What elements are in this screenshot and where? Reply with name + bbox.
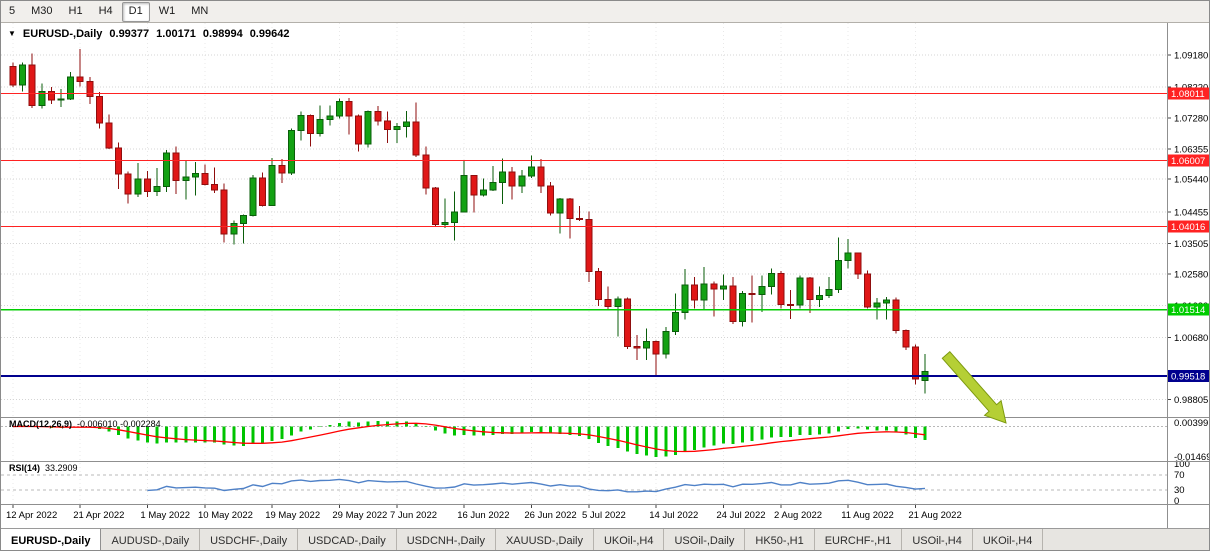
svg-text:0: 0 (1174, 496, 1179, 507)
macd-values: -0.006010 -0.002284 (77, 419, 161, 429)
svg-text:29 May 2022: 29 May 2022 (332, 510, 387, 521)
price-line-label-1.01514 (1167, 303, 1209, 316)
macd-pane: 0.00399 -0.01469 (1, 418, 1210, 463)
chart-tab-xauusd-daily[interactable]: XAUUSD-,Daily (495, 529, 594, 550)
svg-text:70: 70 (1174, 470, 1185, 481)
chart-tab-ukoil-h4[interactable]: UKOil-,H4 (593, 529, 665, 550)
svg-text:21 Aug 2022: 21 Aug 2022 (908, 510, 961, 521)
price-chart: 1.091801.082201.072801.063551.054401.044… (1, 23, 1210, 528)
chart-tab-hk50-h1[interactable]: HK50-,H1 (745, 529, 815, 550)
svg-text:-0.01469: -0.01469 (1174, 452, 1210, 463)
chart-tab-eurusd-daily[interactable]: EURUSD-,Daily (1, 529, 102, 550)
candlestick-series (9, 48, 929, 394)
svg-text:24 Jul 2022: 24 Jul 2022 (716, 510, 765, 521)
svg-text:10 May 2022: 10 May 2022 (198, 510, 253, 521)
svg-text:1.04016: 1.04016 (1171, 222, 1205, 233)
svg-text:5 Jul 2022: 5 Jul 2022 (582, 510, 626, 521)
svg-text:1.09180: 1.09180 (1174, 50, 1208, 61)
rsi-value: 33.2909 (45, 463, 78, 473)
chart-tab-audusd-daily[interactable]: AUDUSD-,Daily (101, 529, 201, 550)
svg-text:12 Apr 2022: 12 Apr 2022 (6, 510, 57, 521)
timeframe-toolbar: 5 M30 H1 H4 D1 W1 MN (1, 1, 1209, 23)
rsi-line (147, 478, 926, 493)
svg-text:26 Jun 2022: 26 Jun 2022 (524, 510, 576, 521)
timeframe-button-h1[interactable]: H1 (68, 4, 83, 17)
svg-text:1.05440: 1.05440 (1174, 175, 1208, 186)
price-line-label-0.99518 (1167, 369, 1209, 382)
macd-indicator-label: MACD(12,26,9) -0.006010 -0.002284 (9, 419, 161, 429)
chart-title-bar: ▼ EURUSD-,Daily 0.99377 1.00171 0.98994 … (8, 28, 289, 40)
price-line-label-1.06007 (1167, 154, 1209, 167)
chart-tab-ukoil-h4[interactable]: UKOil-,H4 (972, 529, 1044, 550)
svg-text:11 Aug 2022: 11 Aug 2022 (841, 510, 894, 521)
timeframe-button-h4[interactable]: H4 (98, 4, 113, 17)
chart-tab-bar: EURUSD-,Daily AUDUSD-,Daily USDCHF-,Daily U… (1, 528, 1209, 550)
timeframe-button-m30[interactable]: M30 (31, 4, 53, 17)
timeframe-button-5[interactable]: 5 (9, 4, 16, 17)
down-arrow-annotation[interactable] (941, 350, 1007, 424)
symbol-dropdown-icon[interactable]: ▼ (8, 29, 16, 38)
pane-dividers (1, 23, 1209, 528)
chart-tab-usdchf-daily[interactable]: USDCHF-,Daily (200, 529, 299, 550)
chart-canvas[interactable]: 1.091801.082201.072801.063551.054401.044… (1, 23, 1210, 528)
ohlc-high: 1.00171 (156, 28, 196, 40)
macd-signal-line (12, 422, 926, 453)
rsi-name: RSI(14) (9, 463, 41, 473)
svg-text:1.04455: 1.04455 (1174, 207, 1208, 218)
svg-text:1.02580: 1.02580 (1174, 270, 1208, 281)
chart-tab-usdcnh-daily[interactable]: USDCNH-,Daily (396, 529, 496, 550)
svg-text:1.03505: 1.03505 (1174, 239, 1208, 250)
timeframe-button-d1[interactable]: D1 (121, 1, 150, 22)
svg-text:0.98805: 0.98805 (1174, 395, 1208, 406)
svg-text:1.06007: 1.06007 (1171, 156, 1205, 167)
svg-text:1.06355: 1.06355 (1174, 144, 1208, 155)
ohlc-close: 0.99642 (249, 28, 290, 40)
chart-tab-usdcad-daily[interactable]: USDCAD-,Daily (298, 529, 397, 550)
svg-text:21 Apr 2022: 21 Apr 2022 (73, 510, 124, 521)
svg-text:1 May 2022: 1 May 2022 (140, 510, 190, 521)
svg-text:1.07280: 1.07280 (1174, 114, 1208, 125)
timeframe-button-mn[interactable]: MN (191, 4, 209, 17)
price-line-label-1.08011 (1167, 87, 1209, 100)
date-axis: 12 Apr 2022 21 Apr 2022 1 May 2022 10 May 2… (6, 504, 962, 521)
price-line-objects: 1.08011 1.06007 1.04016 1.01514 0.99518 (1, 87, 1209, 382)
rsi-indicator-label: RSI(14) 33.2909 (9, 463, 78, 473)
svg-text:1.00680: 1.00680 (1174, 333, 1208, 344)
chart-tab-usoil-daily[interactable]: USOil-,Daily (664, 529, 746, 550)
svg-text:16 Jun 2022: 16 Jun 2022 (457, 510, 509, 521)
svg-text:19 May 2022: 19 May 2022 (265, 510, 320, 521)
timeframe-button-w1[interactable]: W1 (158, 4, 176, 17)
svg-text:7 Jun 2022: 7 Jun 2022 (390, 510, 437, 521)
macd-name: MACD(12,26,9) (9, 419, 73, 429)
ohlc-low: 0.98994 (202, 28, 243, 40)
svg-text:1.08011: 1.08011 (1171, 89, 1205, 100)
price-gridlines: 1.091801.082201.072801.063551.054401.044… (1, 50, 1208, 406)
svg-text:0.99518: 0.99518 (1171, 371, 1205, 382)
chart-tab-eurchf-h1[interactable]: EURCHF-,H1 (814, 529, 903, 550)
svg-text:1.01514: 1.01514 (1171, 305, 1205, 316)
svg-text:30: 30 (1174, 485, 1185, 496)
price-line-label-1.04016 (1167, 220, 1209, 233)
svg-text:2 Aug 2022: 2 Aug 2022 (774, 510, 822, 521)
svg-text:100: 100 (1174, 459, 1190, 470)
svg-text:0.00399: 0.00399 (1174, 418, 1208, 429)
svg-text:14 Jul 2022: 14 Jul 2022 (649, 510, 698, 521)
symbol-period-label: EURUSD-,Daily (22, 28, 103, 40)
ohlc-open: 0.99377 (109, 28, 150, 40)
chart-tab-usoil-h4[interactable]: USOil-,H4 (902, 529, 973, 550)
